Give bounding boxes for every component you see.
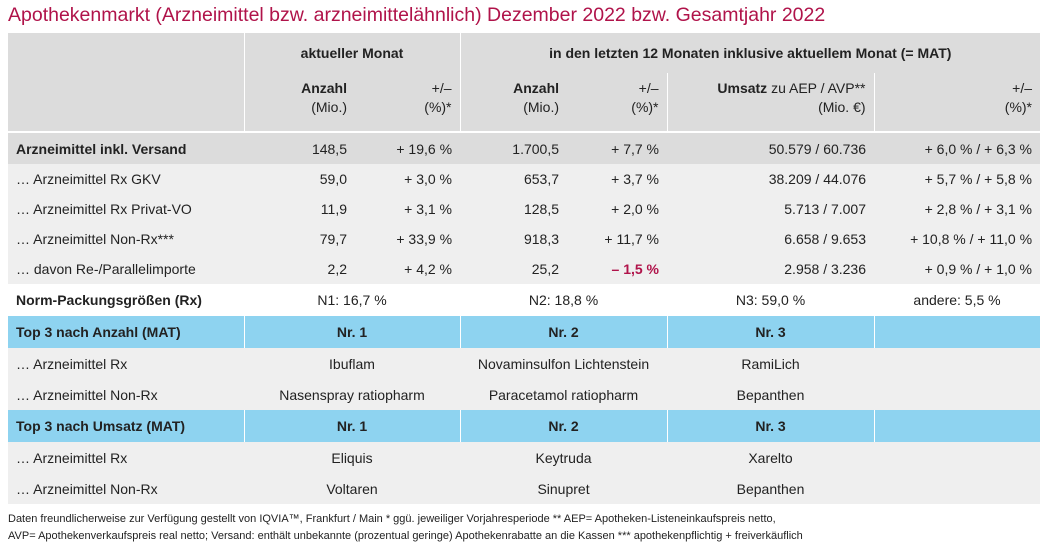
rank-3-label: Nr. 3 bbox=[667, 316, 875, 348]
rank-1-label: Nr. 1 bbox=[244, 410, 461, 442]
table-row: … Arzneimittel Rx GKV 59,0 + 3,0 % 653,7… bbox=[8, 164, 1041, 194]
header-change-mat: +/– (%)* bbox=[567, 73, 668, 132]
row-label: … Arzneimittel Rx GKV bbox=[8, 164, 244, 194]
row-label: … Arzneimittel Non-Rx*** bbox=[8, 224, 244, 254]
empty-cell bbox=[874, 442, 1041, 473]
cell-change-umsatz: + 2,8 % / + 3,1 % bbox=[874, 194, 1041, 224]
rank-2-label: Nr. 2 bbox=[460, 316, 668, 348]
header-empty-cell bbox=[8, 73, 245, 132]
cell-rank-3: Bepanthen bbox=[667, 473, 875, 504]
section-label: Top 3 nach Umsatz (MAT) bbox=[8, 410, 245, 442]
row-label: … Arzneimittel Rx bbox=[8, 442, 244, 473]
rank-2-label: Nr. 2 bbox=[460, 410, 668, 442]
cell-umsatz: 50.579 / 60.736 bbox=[667, 131, 875, 164]
cell-change-mat: + 2,0 % bbox=[567, 194, 668, 224]
cell-anzahl-month: 2,2 bbox=[244, 254, 355, 284]
empty-cell bbox=[874, 410, 1041, 442]
cell-change-umsatz: + 5,7 % / + 5,8 % bbox=[874, 164, 1041, 194]
cell-rank-1: Nasenspray ratiopharm bbox=[244, 379, 461, 410]
header-row-groups: aktueller Monat in den letzten 12 Monate… bbox=[8, 33, 1041, 73]
row-label: … Arzneimittel Non-Rx bbox=[8, 473, 244, 504]
empty-cell bbox=[874, 348, 1041, 379]
cell-n1: N1: 16,7 % bbox=[244, 284, 461, 316]
header-change-umsatz: +/– (%)* bbox=[874, 73, 1041, 132]
top-anzahl-header: Top 3 nach Anzahl (MAT) Nr. 1 Nr. 2 Nr. … bbox=[8, 316, 1041, 348]
cell-change-month: + 3,1 % bbox=[355, 194, 461, 224]
header-change-month: +/– (%)* bbox=[355, 73, 461, 132]
header-anzahl-mat: Anzahl (Mio.) bbox=[460, 73, 568, 132]
footnote-line-1: Daten freundlicherweise zur Verfügung ge… bbox=[8, 513, 776, 525]
section-label: Top 3 nach Anzahl (MAT) bbox=[8, 316, 245, 348]
cell-umsatz: 2.958 / 3.236 bbox=[667, 254, 875, 284]
cell-rank-3: Bepanthen bbox=[667, 379, 875, 410]
cell-umsatz: 38.209 / 44.076 bbox=[667, 164, 875, 194]
empty-cell bbox=[874, 473, 1041, 504]
empty-cell bbox=[874, 316, 1041, 348]
cell-change-month: + 33,9 % bbox=[355, 224, 461, 254]
cell-n2: N2: 18,8 % bbox=[460, 284, 668, 316]
cell-rank-2: Sinupret bbox=[460, 473, 668, 504]
cell-n3: N3: 59,0 % bbox=[667, 284, 875, 316]
cell-change-month: + 4,2 % bbox=[355, 254, 461, 284]
rank-1-label: Nr. 1 bbox=[244, 316, 461, 348]
cell-rank-1: Voltaren bbox=[244, 473, 461, 504]
cell-change-umsatz: + 10,8 % / + 11,0 % bbox=[874, 224, 1041, 254]
cell-change-month: + 3,0 % bbox=[355, 164, 461, 194]
footnote: Daten freundlicherweise zur Verfügung ge… bbox=[8, 511, 803, 545]
header-row-columns: Anzahl (Mio.) +/– (%)* Anzahl (Mio.) +/– (%)… bbox=[8, 73, 1041, 132]
cell-anzahl-mat: 653,7 bbox=[460, 164, 568, 194]
page-title: Apothekenmarkt (Arzneimittel bzw. arznei… bbox=[8, 4, 826, 26]
header-umsatz: Umsatz zu AEP / AVP** (Mio. €) bbox=[667, 73, 875, 132]
cell-rank-2: Paracetamol ratiopharm bbox=[460, 379, 668, 410]
row-label: … davon Re-/Parallelimporte bbox=[8, 254, 244, 284]
table-row: … Arzneimittel Rx Eliquis Keytruda Xarel… bbox=[8, 442, 1041, 473]
table-row: … Arzneimittel Rx Privat-VO 11,9 + 3,1 %… bbox=[8, 194, 1041, 224]
empty-cell bbox=[874, 379, 1041, 410]
cell-change-month: + 19,6 % bbox=[355, 131, 461, 164]
row-label: Arzneimittel inkl. Versand bbox=[8, 131, 244, 164]
summary-row: Arzneimittel inkl. Versand 148,5 + 19,6 … bbox=[8, 131, 1041, 164]
cell-anzahl-mat: 918,3 bbox=[460, 224, 568, 254]
table-row: … Arzneimittel Non-Rx Nasenspray ratioph… bbox=[8, 379, 1041, 410]
row-label: … Arzneimittel Non-Rx bbox=[8, 379, 244, 410]
top-umsatz-header: Top 3 nach Umsatz (MAT) Nr. 1 Nr. 2 Nr. … bbox=[8, 410, 1041, 442]
cell-rank-3: RamiLich bbox=[667, 348, 875, 379]
row-label: Norm-Packungsgrößen (Rx) bbox=[8, 284, 244, 316]
table-row: … Arzneimittel Non-Rx Voltaren Sinupret … bbox=[8, 473, 1041, 504]
header-empty-cell bbox=[8, 33, 245, 73]
market-table: aktueller Monat in den letzten 12 Monate… bbox=[8, 33, 1041, 504]
cell-rank-1: Ibuflam bbox=[244, 348, 461, 379]
cell-rank-2: Keytruda bbox=[460, 442, 668, 473]
cell-anzahl-mat: 128,5 bbox=[460, 194, 568, 224]
header-anzahl-month: Anzahl (Mio.) bbox=[244, 73, 355, 132]
table-row: … davon Re-/Parallelimporte 2,2 + 4,2 % … bbox=[8, 254, 1041, 284]
cell-umsatz: 6.658 / 9.653 bbox=[667, 224, 875, 254]
cell-change-umsatz: + 0,9 % / + 1,0 % bbox=[874, 254, 1041, 284]
footnote-line-2: AVP= Apothekenverkaufspreis real netto; … bbox=[8, 530, 803, 542]
norm-row: Norm-Packungsgrößen (Rx) N1: 16,7 % N2: … bbox=[8, 284, 1041, 316]
cell-anzahl-mat: 25,2 bbox=[460, 254, 568, 284]
cell-change-umsatz: + 6,0 % / + 6,3 % bbox=[874, 131, 1041, 164]
table-row: … Arzneimittel Rx Ibuflam Novaminsulfon … bbox=[8, 348, 1041, 379]
cell-anzahl-mat: 1.700,5 bbox=[460, 131, 568, 164]
cell-anzahl-month: 148,5 bbox=[244, 131, 355, 164]
cell-anzahl-month: 79,7 bbox=[244, 224, 355, 254]
row-label: … Arzneimittel Rx bbox=[8, 348, 244, 379]
cell-rank-2: Novaminsulfon Lichtenstein bbox=[460, 348, 668, 379]
row-label: … Arzneimittel Rx Privat-VO bbox=[8, 194, 244, 224]
header-mat: in den letzten 12 Monaten inklusive aktu… bbox=[460, 33, 1041, 73]
cell-change-mat-negative: – 1,5 % bbox=[567, 254, 668, 284]
cell-anzahl-month: 59,0 bbox=[244, 164, 355, 194]
cell-change-mat: + 3,7 % bbox=[567, 164, 668, 194]
table-row: … Arzneimittel Non-Rx*** 79,7 + 33,9 % 9… bbox=[8, 224, 1041, 254]
cell-umsatz: 5.713 / 7.007 bbox=[667, 194, 875, 224]
cell-anzahl-month: 11,9 bbox=[244, 194, 355, 224]
cell-rank-3: Xarelto bbox=[667, 442, 875, 473]
cell-change-mat: + 7,7 % bbox=[567, 131, 668, 164]
cell-rank-1: Eliquis bbox=[244, 442, 461, 473]
cell-andere: andere: 5,5 % bbox=[874, 284, 1041, 316]
rank-3-label: Nr. 3 bbox=[667, 410, 875, 442]
header-current-month: aktueller Monat bbox=[244, 33, 461, 73]
cell-change-mat: + 11,7 % bbox=[567, 224, 668, 254]
